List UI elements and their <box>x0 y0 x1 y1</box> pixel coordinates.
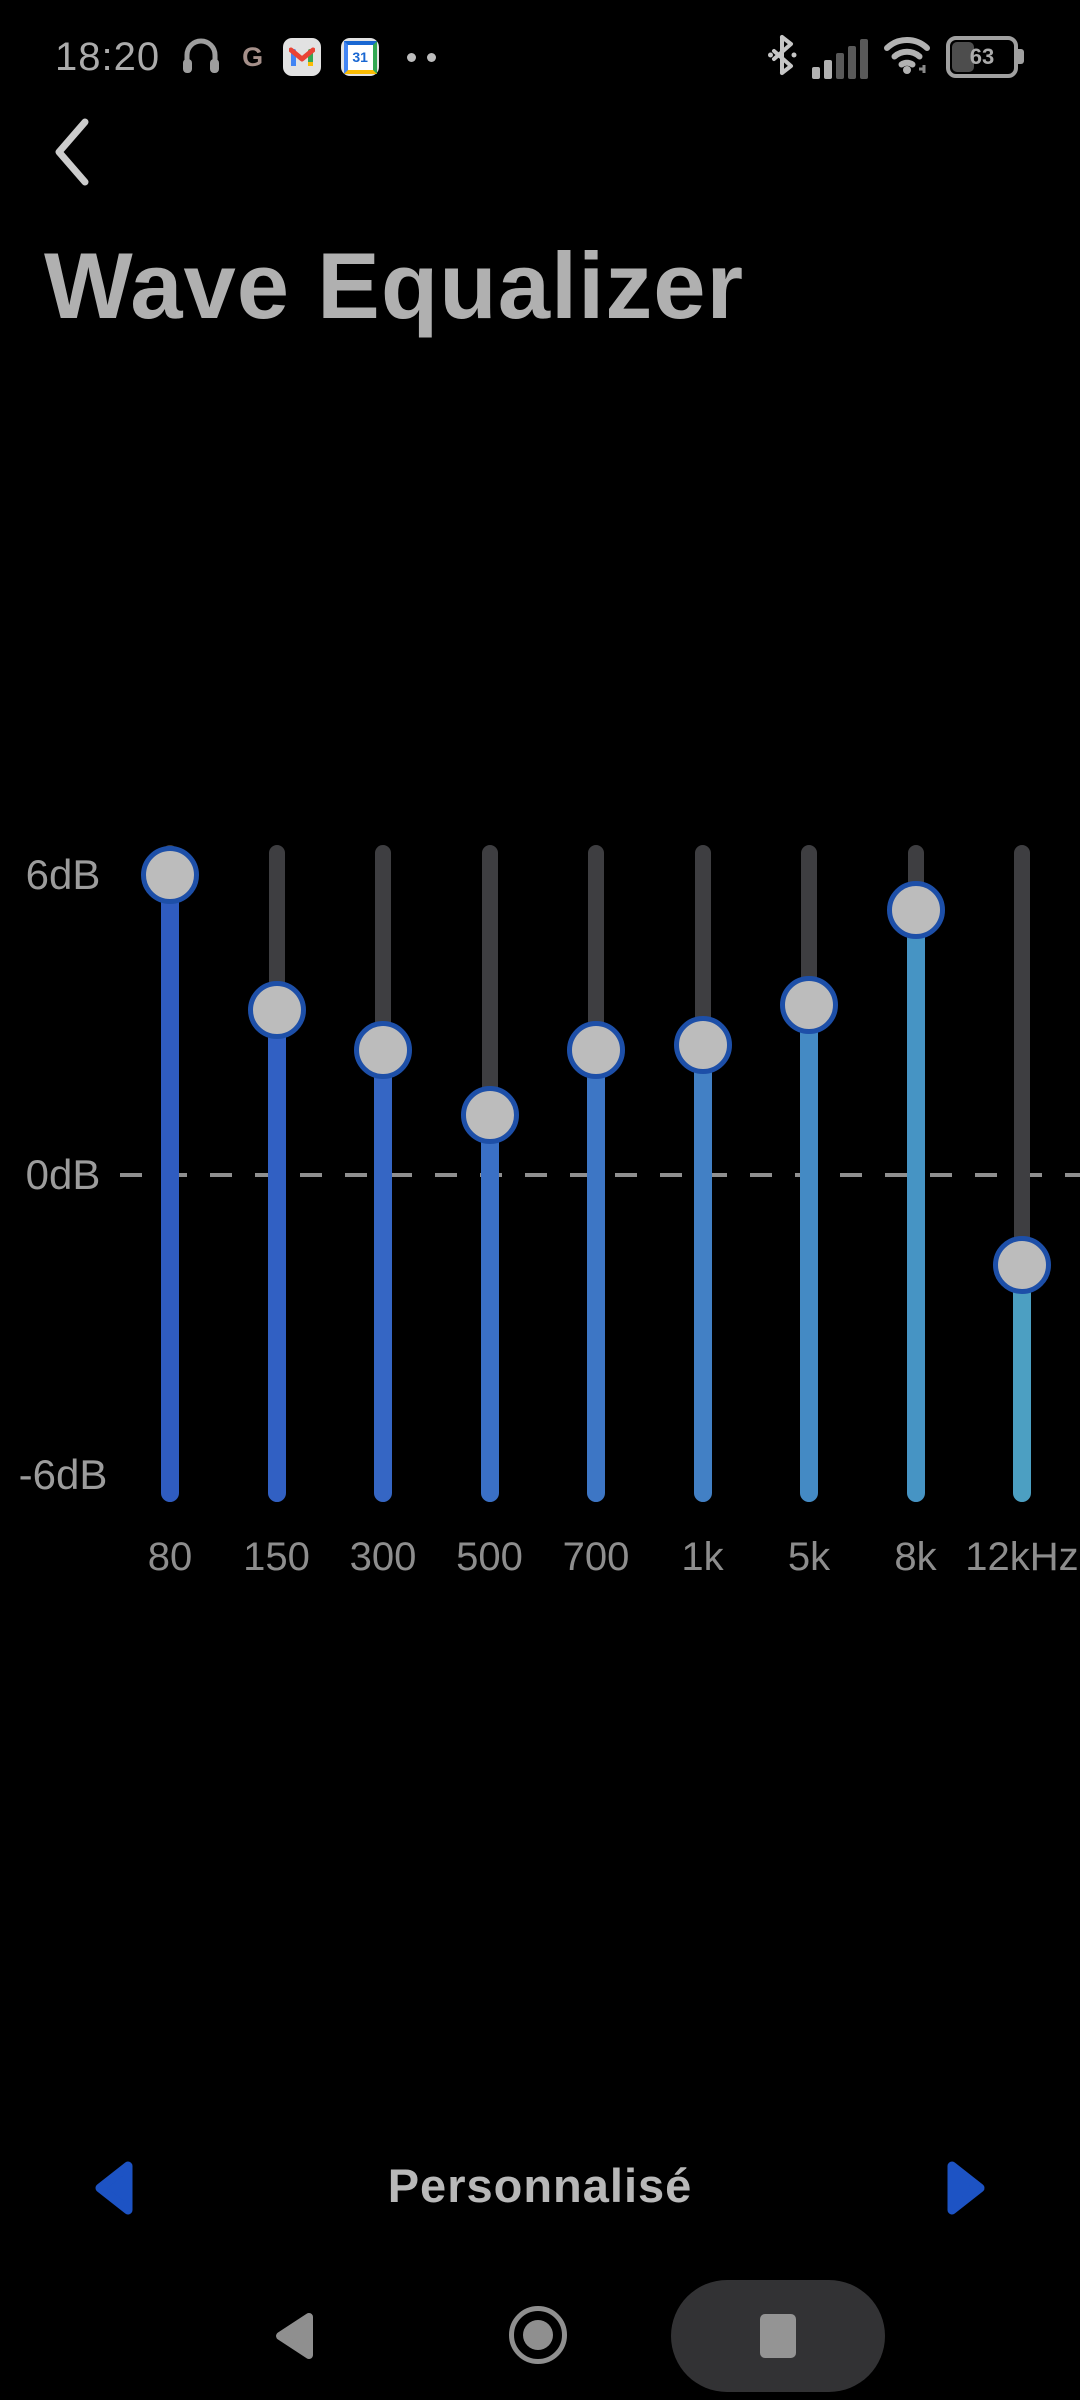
battery-percent: 63 <box>969 44 995 69</box>
eq-fill-80 <box>161 867 179 1502</box>
eq-freq-label-5k: 5k <box>787 1535 831 1579</box>
screen-record-stop-button[interactable] <box>671 2280 885 2392</box>
calendar-day: 31 <box>352 49 368 65</box>
eq-fill-8k <box>906 902 925 1502</box>
eq-handle-150[interactable] <box>247 981 306 1039</box>
eq-fill-700 <box>587 1042 605 1502</box>
eq-freq-label-1k: 1k <box>681 1535 724 1579</box>
nav-back-button[interactable] <box>268 2308 322 2364</box>
nav-home-button[interactable] <box>509 2306 567 2364</box>
next-preset-button[interactable] <box>933 2155 999 2221</box>
chevron-left-icon <box>55 118 89 186</box>
status-bar-right: 63 <box>767 20 1024 94</box>
y-tick--6dB: -6dB <box>18 1451 108 1498</box>
arrow-right-icon <box>947 2161 985 2215</box>
headset-icon <box>180 33 222 82</box>
eq-freq-label-8k: 8k <box>894 1535 937 1579</box>
eq-fill-12kHz <box>1013 1257 1031 1502</box>
eq-handle-1k[interactable] <box>673 1016 732 1074</box>
stop-square-icon <box>760 2314 796 2358</box>
eq-freq-label-12kHz: 12kHz <box>965 1535 1079 1579</box>
eq-handle-12kHz[interactable] <box>993 1236 1051 1294</box>
y-tick-0dB: 0dB <box>25 1151 101 1198</box>
eq-freq-label-300: 300 <box>349 1535 417 1579</box>
status-bar-left: 18:20 G 31 <box>55 20 437 94</box>
more-notifications-dots <box>407 52 437 62</box>
wifi-icon <box>883 35 931 80</box>
eq-handle-80[interactable] <box>141 846 199 904</box>
nav-back-triangle-icon <box>276 2313 313 2359</box>
eq-fill-5k <box>800 997 818 1502</box>
eq-freq-label-150: 150 <box>243 1535 310 1579</box>
back-button[interactable] <box>42 110 102 194</box>
eq-fill-500 <box>480 1107 499 1502</box>
clock: 18:20 <box>55 34 161 79</box>
y-tick-6dB: 6dB <box>25 851 101 898</box>
eq-fill-150 <box>267 1002 286 1502</box>
eq-handle-500[interactable] <box>460 1086 519 1144</box>
preset-name: Personnalisé <box>387 2159 693 2212</box>
arrow-left-icon <box>95 2161 133 2215</box>
eq-handle-5k[interactable] <box>780 976 838 1034</box>
page-title: Wave Equalizer <box>44 233 745 338</box>
battery-icon: 63 <box>946 36 1024 78</box>
eq-handle-8k[interactable] <box>886 881 945 939</box>
bluetooth-icon <box>767 33 797 82</box>
eq-freq-label-80: 80 <box>147 1535 193 1579</box>
nav-home-circle-icon <box>523 2320 553 2350</box>
cellular-signal-icon <box>812 35 868 79</box>
eq-fill-1k <box>693 1037 712 1502</box>
eq-handle-700[interactable] <box>567 1021 625 1079</box>
google-g-icon: G <box>242 41 264 72</box>
gmail-icon <box>283 38 322 76</box>
previous-preset-button[interactable] <box>81 2155 147 2221</box>
eq-freq-label-500: 500 <box>456 1535 523 1579</box>
eq-fill-300 <box>374 1042 392 1502</box>
calendar-icon: 31 <box>341 38 380 76</box>
eq-freq-label-700: 700 <box>562 1535 630 1579</box>
eq-handle-300[interactable] <box>354 1021 412 1079</box>
